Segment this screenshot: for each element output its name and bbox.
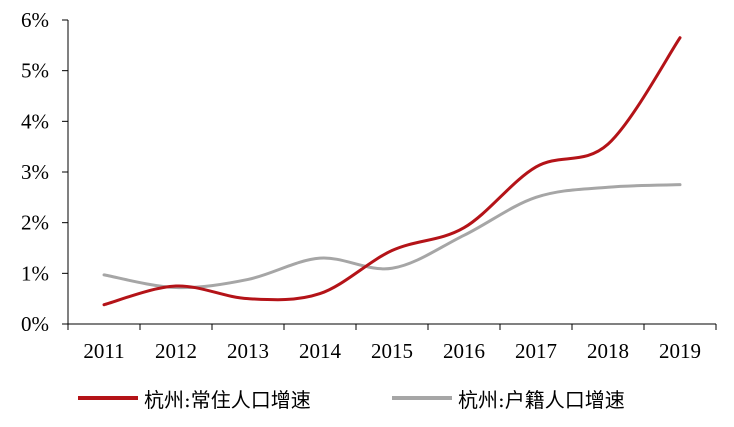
chart-legend: 杭州:常住人口增速 杭州:户籍人口增速 bbox=[0, 380, 734, 416]
legend-item-registered: 杭州:户籍人口增速 bbox=[392, 380, 625, 416]
legend-label-resident: 杭州:常住人口增速 bbox=[144, 387, 311, 412]
x-axis-ticks: 2011 2012 2013 2014 2015 2016 2017 2018 2019 bbox=[67, 324, 717, 363]
series-lines bbox=[102, 36, 682, 307]
y-tick-label: 0% bbox=[21, 312, 49, 336]
y-tick-label: 1% bbox=[21, 261, 49, 285]
y-axis-ticks: 0% 1% 2% 3% 4% 5% 6% bbox=[21, 8, 68, 336]
x-tick-label: 2011 bbox=[83, 339, 124, 363]
y-tick-label: 5% bbox=[21, 59, 49, 83]
chart-axes bbox=[67, 20, 716, 325]
x-tick-label: 2016 bbox=[443, 339, 485, 363]
x-tick-label: 2017 bbox=[515, 339, 557, 363]
x-tick-label: 2014 bbox=[299, 339, 342, 363]
y-tick-label: 2% bbox=[21, 211, 49, 235]
legend-label-registered: 杭州:户籍人口增速 bbox=[458, 387, 625, 412]
series-line-registered bbox=[102, 183, 682, 290]
y-tick-label: 4% bbox=[21, 109, 49, 133]
x-tick-label: 2019 bbox=[659, 339, 701, 363]
x-tick-label: 2015 bbox=[371, 339, 413, 363]
line-chart: 0%1%2%3%4%5%6% 2011 2012 2013 2014 2015 2016 2… bbox=[21, 8, 717, 363]
y-tick-label: 3% bbox=[21, 160, 49, 184]
x-tick-label: 2018 bbox=[587, 339, 629, 363]
legend-item-resident: 杭州:常住人口增速 bbox=[78, 380, 311, 416]
x-tick-label: 2012 bbox=[155, 339, 197, 363]
series-line-resident bbox=[102, 36, 682, 307]
y-tick-label: 6% bbox=[21, 8, 49, 32]
legend-swatch-resident bbox=[78, 396, 138, 400]
legend-swatch-registered bbox=[392, 396, 452, 400]
x-tick-label: 2013 bbox=[227, 339, 269, 363]
